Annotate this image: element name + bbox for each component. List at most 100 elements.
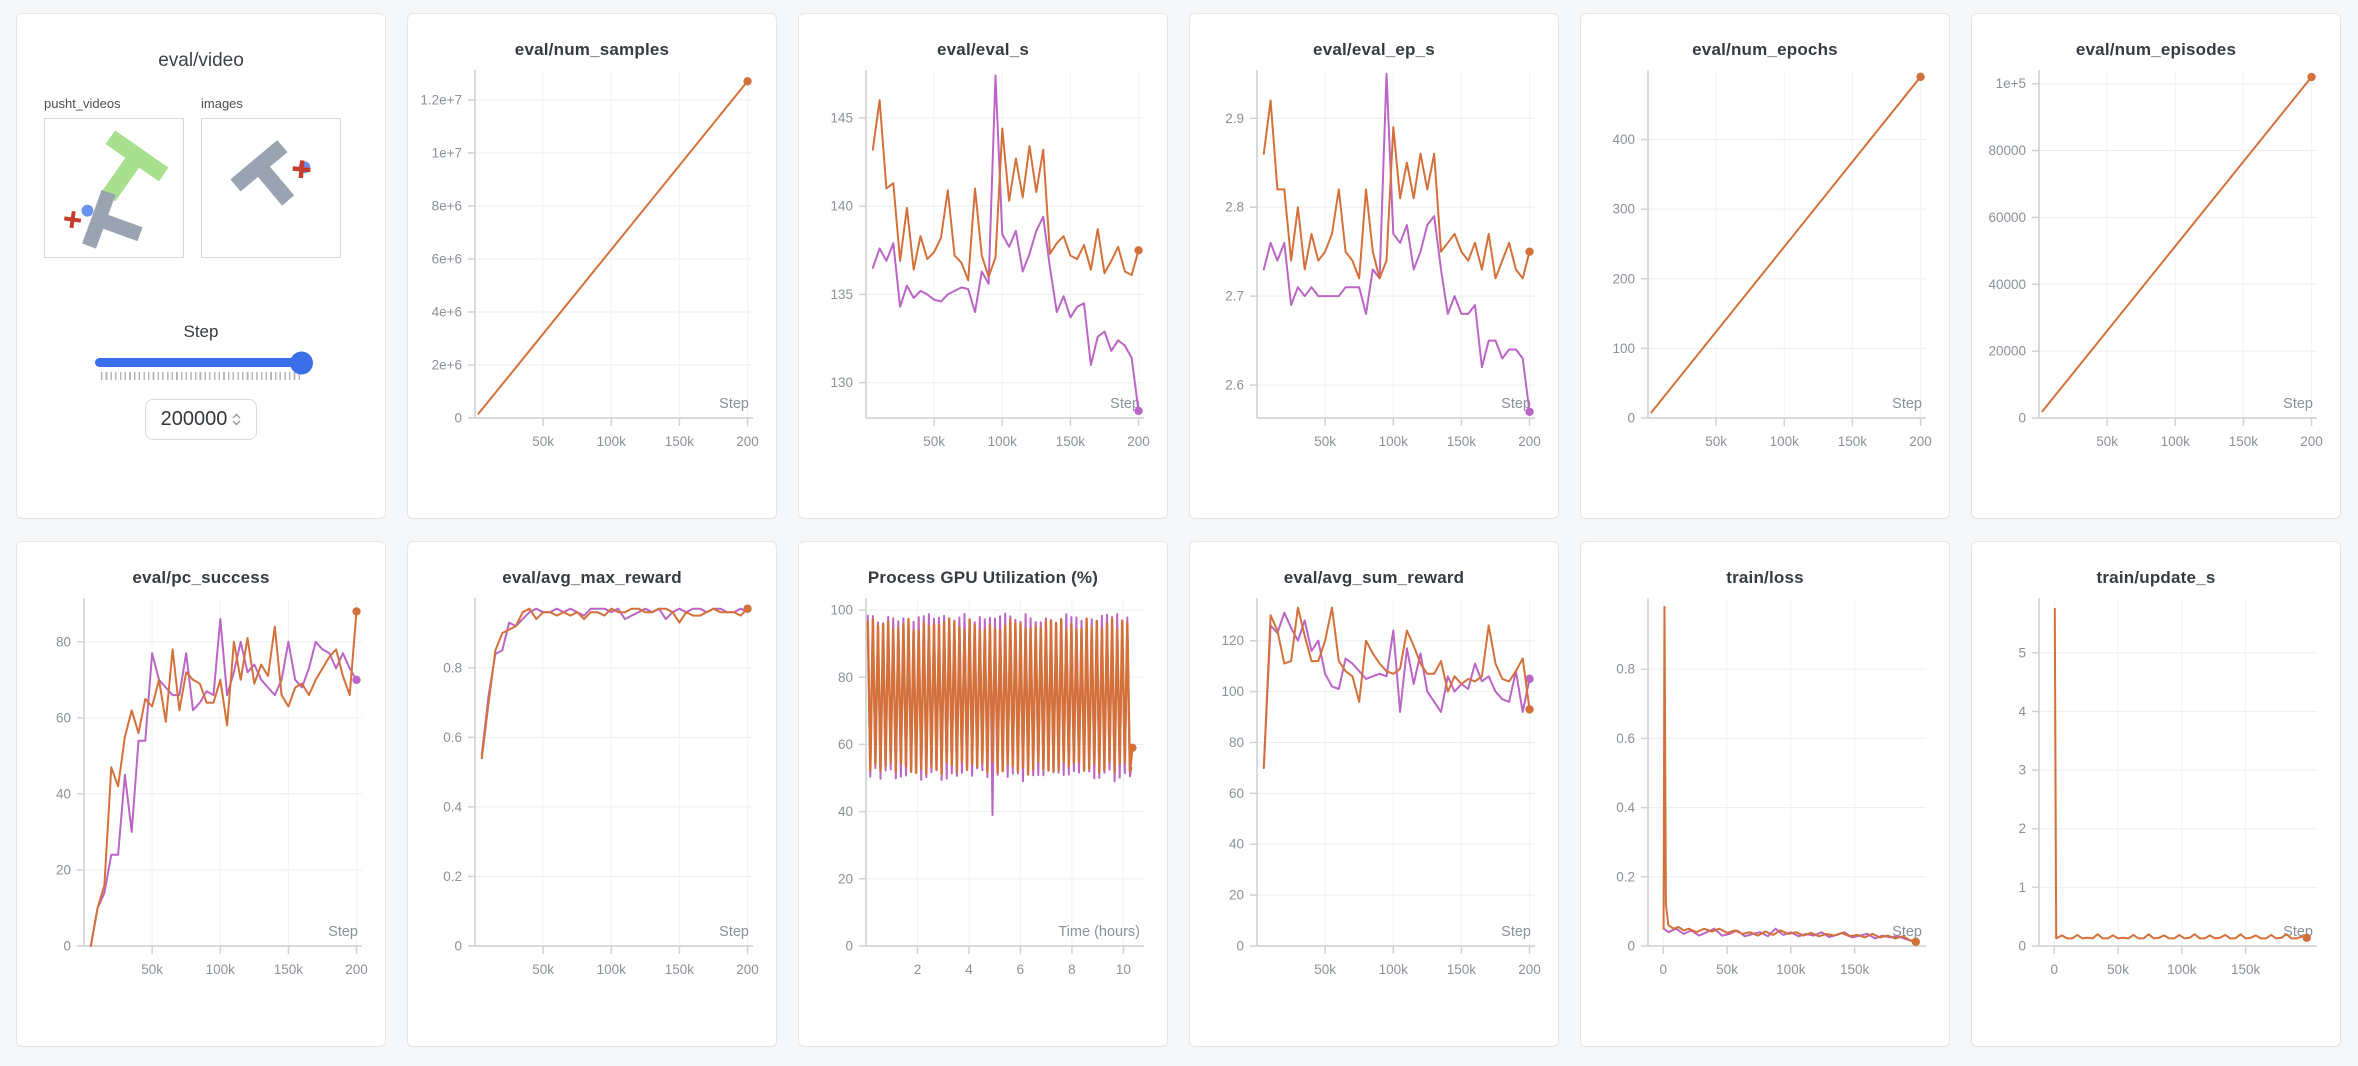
- series-line-orange: [1650, 75, 1922, 414]
- svg-text:200: 200: [1518, 434, 1541, 449]
- series-end-dot-orange: [1128, 743, 1137, 753]
- vertical-gridlines: [542, 600, 749, 946]
- x-axis-label: Step: [719, 396, 749, 412]
- series-end-dot-orange: [1525, 247, 1534, 256]
- svg-text:2.9: 2.9: [1225, 111, 1244, 126]
- svg-text:150k: 150k: [1056, 434, 1086, 449]
- svg-text:0.2: 0.2: [443, 869, 462, 884]
- svg-text:50k: 50k: [2107, 962, 2129, 977]
- tick-marks: [2032, 82, 2313, 426]
- svg-text:1.2e+7: 1.2e+7: [420, 92, 462, 107]
- x-tick-labels: 50k 100k 150k 200: [1705, 434, 1932, 449]
- y-tick-labels: 0 0.2 0.4 0.6 0.8: [1616, 662, 1635, 954]
- chart-title: train/update_s: [2096, 568, 2216, 587]
- svg-text:4e+6: 4e+6: [432, 304, 462, 319]
- svg-text:0.4: 0.4: [443, 799, 462, 814]
- series-line-purple: [89, 618, 358, 947]
- svg-text:50k: 50k: [141, 962, 163, 977]
- y-tick-labels: 0 2e+6 4e+6 6e+6 8e+6 1e+7 1.2e+7: [420, 92, 462, 425]
- y-tick-labels: 2.6 2.7 2.8 2.9: [1225, 111, 1244, 393]
- y-tick-labels: 0 20 40 60 80 100 120: [1221, 633, 1244, 953]
- svg-text:140: 140: [830, 199, 853, 214]
- chart-title: train/loss: [1726, 568, 1804, 587]
- chart-canvas-eval-num-epochs[interactable]: 0 100 200 300 400 50k 100k 150k 200 Step: [1592, 62, 1938, 490]
- svg-text:60: 60: [56, 710, 71, 725]
- x-axis-label: Step: [1110, 396, 1140, 412]
- panel-eval-avg-max-reward: eval/avg_max_reward 0 0.2 0.4 0.6 0.8 50k 100k 1…: [407, 541, 777, 1047]
- svg-text:0: 0: [2018, 939, 2026, 954]
- step-control: Step 200000: [17, 258, 385, 440]
- tick-marks: [859, 609, 1125, 954]
- stepper-arrows[interactable]: [232, 413, 241, 426]
- x-axis-label: Step: [1892, 396, 1922, 412]
- chart-title: eval/eval_s: [936, 40, 1029, 59]
- pusht-video-frame: [64, 130, 169, 249]
- series-end-dot-purple: [1134, 406, 1143, 416]
- chart-canvas-eval-num-samples[interactable]: 0 2e+6 4e+6 6e+6 8e+6 1e+7 1.2e+7 50k 100k 150k 20…: [419, 62, 765, 490]
- svg-text:2.8: 2.8: [1225, 200, 1244, 215]
- svg-text:100k: 100k: [597, 962, 627, 977]
- chevron-up-icon[interactable]: [232, 413, 241, 419]
- series-line-orange: [1662, 605, 1917, 943]
- panel-title: eval/video: [158, 50, 244, 71]
- panel-eval-num-samples: eval/num_samples 0 2e+6 4e+6 6e+6 8e+6 1e+7 1.2…: [407, 13, 777, 519]
- series-line-orange: [2053, 607, 2308, 940]
- svg-text:6: 6: [1017, 962, 1025, 977]
- chart-canvas-process-gpu-utilization[interactable]: 0 20 40 60 80 100 2 4 6 8 10 Time (hours): [810, 590, 1156, 1018]
- chart-title: eval/pc_success: [132, 568, 270, 587]
- svg-text:6e+6: 6e+6: [432, 251, 462, 266]
- svg-text:20: 20: [1229, 888, 1244, 903]
- chart-title: eval/num_episodes: [2075, 40, 2237, 59]
- svg-text:2: 2: [2018, 821, 2026, 836]
- vertical-gridlines: [1662, 600, 1856, 946]
- vertical-gridlines: [1715, 72, 1922, 418]
- axes: [1647, 598, 1926, 947]
- step-slider[interactable]: [95, 351, 313, 380]
- pusht-video-player[interactable]: [44, 118, 184, 258]
- tick-marks: [468, 667, 749, 954]
- panel-eval-pc-success: eval/pc_success 0 20 40 60 80 50k 100k 150k 200 St…: [16, 541, 386, 1047]
- svg-text:100k: 100k: [206, 962, 236, 977]
- media-label: pusht_videos: [44, 96, 121, 111]
- svg-text:200: 200: [1518, 962, 1541, 977]
- chart-canvas-eval-eval-s[interactable]: 130 135 140 145 50k 100k 150k 200 Step: [810, 62, 1156, 490]
- chart-canvas-eval-avg-sum-reward[interactable]: 0 20 40 60 80 100 120 50k 100k 150k 200 Step: [1201, 590, 1547, 1018]
- chart-canvas-eval-num-episodes[interactable]: 0 20000 40000 60000 80000 1e+5 50k 100k 150k 200 S…: [1983, 62, 2329, 490]
- panel-eval-eval-s: eval/eval_s 130 135 140 145 50k 100k 150k 200 Ste…: [798, 13, 1168, 519]
- series-end-dot-purple: [1525, 407, 1534, 416]
- x-tick-labels: 50k 100k 150k 200: [923, 434, 1150, 449]
- chart-canvas-eval-eval-ep-s[interactable]: 2.6 2.7 2.8 2.9 50k 100k 150k 200 Step: [1201, 62, 1547, 490]
- svg-text:80: 80: [56, 634, 71, 649]
- horizontal-gridlines: [866, 117, 1144, 384]
- slider-track[interactable]: [95, 351, 313, 374]
- slider-handle[interactable]: [290, 351, 313, 374]
- chart-canvas-eval-avg-max-reward[interactable]: 0 0.2 0.4 0.6 0.8 50k 100k 150k 200 Step: [419, 590, 765, 1018]
- svg-text:100k: 100k: [1770, 434, 1800, 449]
- svg-text:2.7: 2.7: [1225, 289, 1244, 304]
- series-line-orange: [89, 610, 358, 947]
- svg-text:80000: 80000: [1988, 143, 2026, 158]
- svg-text:80: 80: [838, 670, 853, 685]
- step-number-input[interactable]: 200000: [145, 399, 257, 440]
- svg-text:100k: 100k: [1776, 962, 1806, 977]
- panel-train-update-s: train/update_s 0 1 2 3 4 5 0 50k 100k 150k Step: [1971, 541, 2341, 1047]
- svg-text:3: 3: [2018, 763, 2026, 778]
- chevron-down-icon[interactable]: [232, 420, 241, 426]
- target-cross: [292, 160, 311, 179]
- tick-marks: [2032, 652, 2247, 954]
- axes: [1647, 70, 1926, 419]
- vertical-gridlines: [1324, 72, 1531, 418]
- svg-text:150k: 150k: [2229, 434, 2259, 449]
- horizontal-gridlines: [1257, 117, 1535, 386]
- x-tick-labels: 50k 100k 150k 200: [1314, 434, 1541, 449]
- chart-canvas-eval-pc-success[interactable]: 0 20 40 60 80 50k 100k 150k 200 Step: [28, 590, 374, 1018]
- series-line-orange: [866, 617, 1134, 776]
- green-t-shape: [101, 130, 169, 202]
- tick-marks: [1641, 138, 1922, 426]
- axes: [474, 70, 753, 419]
- svg-text:60: 60: [838, 737, 853, 752]
- gray-t-shape: [230, 140, 295, 206]
- chart-title: eval/num_samples: [514, 40, 670, 59]
